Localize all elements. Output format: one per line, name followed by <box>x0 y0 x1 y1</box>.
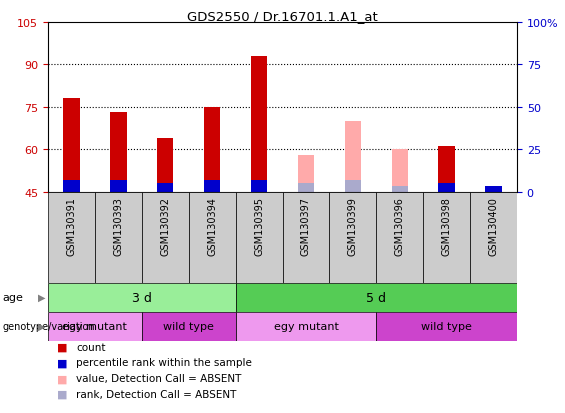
Bar <box>63 181 80 192</box>
Bar <box>48 312 142 341</box>
Bar <box>282 192 329 283</box>
Text: GSM130396: GSM130396 <box>395 197 405 255</box>
Bar <box>251 181 267 192</box>
Bar <box>142 192 189 283</box>
Bar <box>423 192 470 283</box>
Bar <box>110 113 127 192</box>
Bar <box>485 186 502 192</box>
Text: rank, Detection Call = ABSENT: rank, Detection Call = ABSENT <box>76 389 237 399</box>
Text: ■: ■ <box>56 389 67 399</box>
Bar <box>236 283 517 312</box>
Bar <box>157 183 173 192</box>
Bar <box>204 107 220 192</box>
Text: ■: ■ <box>56 373 67 383</box>
Text: egy mutant: egy mutant <box>273 321 338 331</box>
Bar <box>142 312 236 341</box>
Bar <box>48 283 236 312</box>
Bar <box>392 186 408 192</box>
Text: 5 d: 5 d <box>366 291 386 304</box>
Text: GSM130393: GSM130393 <box>114 197 123 255</box>
Text: ▶: ▶ <box>38 321 46 331</box>
Text: ■: ■ <box>56 358 67 368</box>
Bar <box>95 192 142 283</box>
Text: genotype/variation: genotype/variation <box>3 321 95 331</box>
Text: 3 d: 3 d <box>132 291 152 304</box>
Text: GSM130392: GSM130392 <box>160 197 170 256</box>
Text: percentile rank within the sample: percentile rank within the sample <box>76 358 252 368</box>
Bar <box>251 57 267 192</box>
Text: wild type: wild type <box>163 321 214 331</box>
Text: egy mutant: egy mutant <box>63 321 127 331</box>
Bar <box>110 181 127 192</box>
Bar <box>63 99 80 192</box>
Bar <box>157 138 173 192</box>
Bar <box>236 192 282 283</box>
Bar <box>376 312 517 341</box>
Bar <box>376 192 423 283</box>
Bar <box>204 181 220 192</box>
Text: GDS2550 / Dr.16701.1.A1_at: GDS2550 / Dr.16701.1.A1_at <box>187 10 378 23</box>
Bar <box>298 183 314 192</box>
Bar <box>345 181 361 192</box>
Text: GSM130399: GSM130399 <box>348 197 358 255</box>
Text: count: count <box>76 342 106 352</box>
Text: value, Detection Call = ABSENT: value, Detection Call = ABSENT <box>76 373 242 383</box>
Bar <box>189 192 236 283</box>
Text: wild type: wild type <box>421 321 472 331</box>
Bar <box>236 312 376 341</box>
Text: GSM130391: GSM130391 <box>67 197 76 255</box>
Text: GSM130395: GSM130395 <box>254 197 264 256</box>
Bar <box>345 121 361 192</box>
Text: GSM130398: GSM130398 <box>442 197 451 255</box>
Bar <box>48 192 95 283</box>
Bar <box>438 183 455 192</box>
Text: GSM130394: GSM130394 <box>207 197 217 255</box>
Bar <box>392 150 408 192</box>
Text: GSM130397: GSM130397 <box>301 197 311 256</box>
Text: age: age <box>3 292 24 302</box>
Text: ▶: ▶ <box>38 292 46 302</box>
Text: GSM130400: GSM130400 <box>489 197 498 255</box>
Bar <box>438 147 455 192</box>
Bar <box>298 155 314 192</box>
Text: ■: ■ <box>56 342 67 352</box>
Bar <box>329 192 376 283</box>
Bar <box>470 192 517 283</box>
